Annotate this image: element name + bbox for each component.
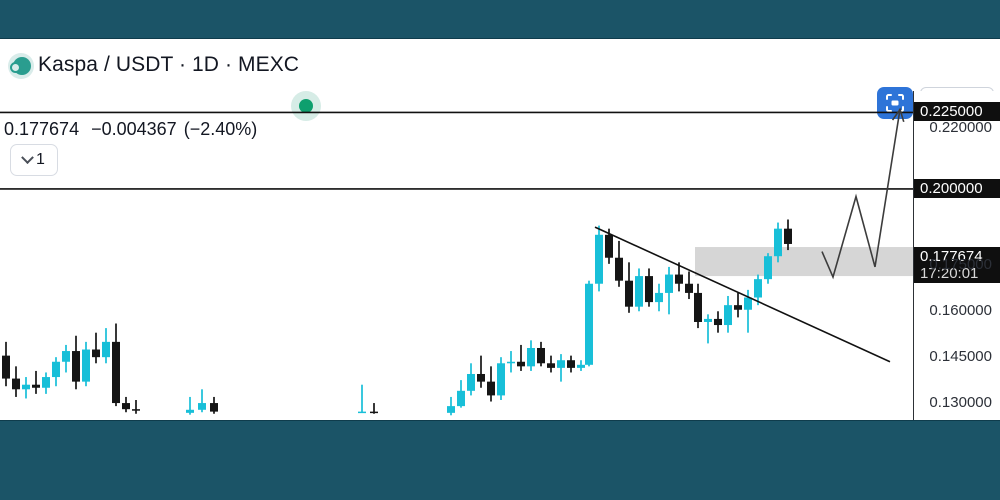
price-tick-label: 0.220000 (929, 118, 992, 136)
price-tick-7: 0.130000 (925, 393, 996, 412)
kaspa-logo-icon (8, 53, 34, 79)
fullscreen-icon[interactable] (877, 87, 913, 119)
price-tick-label: 0.160000 (929, 302, 992, 320)
price-tick-3: 0.177674 17:20:01 (914, 247, 1000, 284)
symbol-title[interactable]: Kaspa / USDT · 1D · MEXC (38, 53, 300, 76)
price-tick-5: 0.160000 (925, 301, 996, 320)
price-tick-4: 0.175000 (925, 255, 996, 274)
horizontal-levels (0, 111, 913, 190)
interval-label: 1 (36, 151, 45, 168)
price-tick-label: 0.200000 (920, 179, 983, 197)
chart-plot-area[interactable]: pr15May13Jun17Jul (0, 91, 913, 420)
price-tick-label: 0.175000 (929, 256, 992, 274)
price-tick-label: 0.145000 (929, 348, 992, 366)
price-tick-label: 0.225000 (920, 103, 983, 121)
bottom-nav-bar: A (0, 421, 1000, 500)
supply-zone (695, 247, 913, 277)
status-bar-top (0, 0, 1000, 38)
quote-line: 0.177674 −0.004367 (−2.40%) (4, 119, 257, 140)
last-price: 0.177674 (4, 119, 80, 139)
change-percent: (−2.40%) (183, 119, 258, 139)
price-tick-6: 0.145000 (925, 347, 996, 366)
chart-card: Kaspa / USDT · 1D · MEXC USDT 0.177674 −… (0, 38, 1000, 421)
trendline (594, 226, 891, 363)
candles-group (2, 219, 792, 416)
projection-path (821, 107, 905, 280)
market-status-dot (291, 91, 321, 121)
price-tick-2: 0.200000 (914, 178, 1000, 198)
price-tick-1: 0.220000 (925, 118, 996, 137)
interval-selector[interactable]: 1 (10, 144, 58, 176)
price-tick-label: 0.130000 (929, 394, 992, 412)
chart-header: Kaspa / USDT · 1D · MEXC USDT (0, 39, 1000, 119)
price-tick-label: 0.177674 (920, 248, 983, 266)
countdown-clock: 17:20:01 (920, 265, 979, 283)
candlestick-canvas (0, 107, 913, 416)
price-axis[interactable]: 0.225000 0.220000 0.200000 0.177674 17:20:01… (913, 91, 1000, 420)
price-tick-0: 0.225000 (914, 102, 1000, 122)
change-absolute: −0.004367 (91, 119, 177, 139)
